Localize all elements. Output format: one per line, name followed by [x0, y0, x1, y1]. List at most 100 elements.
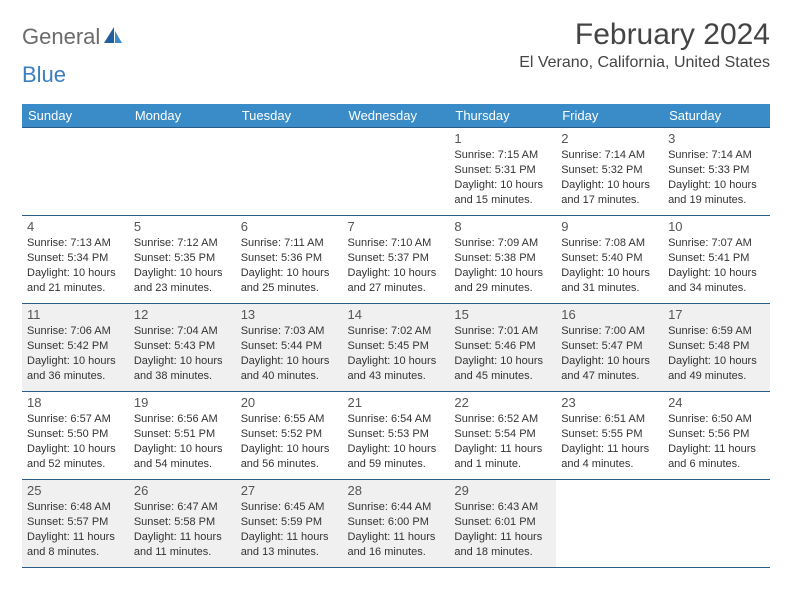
sunset-text: Sunset: 5:53 PM	[348, 427, 445, 442]
day-header: Tuesday	[236, 104, 343, 128]
day-number: 26	[134, 483, 231, 498]
sunset-text: Sunset: 5:52 PM	[241, 427, 338, 442]
sunrise-text: Sunrise: 6:43 AM	[454, 500, 551, 515]
daylight-text: Daylight: 10 hours and 47 minutes.	[561, 354, 658, 384]
calendar-body: 1Sunrise: 7:15 AMSunset: 5:31 PMDaylight…	[22, 128, 770, 568]
calendar-cell: 4Sunrise: 7:13 AMSunset: 5:34 PMDaylight…	[22, 216, 129, 304]
calendar-cell: 7Sunrise: 7:10 AMSunset: 5:37 PMDaylight…	[343, 216, 450, 304]
day-number: 3	[668, 131, 765, 146]
daylight-text: Daylight: 10 hours and 49 minutes.	[668, 354, 765, 384]
calendar-cell: 29Sunrise: 6:43 AMSunset: 6:01 PMDayligh…	[449, 480, 556, 568]
day-number: 22	[454, 395, 551, 410]
calendar-cell: 12Sunrise: 7:04 AMSunset: 5:43 PMDayligh…	[129, 304, 236, 392]
daylight-text: Daylight: 10 hours and 31 minutes.	[561, 266, 658, 296]
day-number: 7	[348, 219, 445, 234]
calendar-table: Sunday Monday Tuesday Wednesday Thursday…	[22, 104, 770, 568]
sunset-text: Sunset: 5:42 PM	[27, 339, 124, 354]
daylight-text: Daylight: 10 hours and 36 minutes.	[27, 354, 124, 384]
sunrise-text: Sunrise: 6:56 AM	[134, 412, 231, 427]
daylight-text: Daylight: 10 hours and 23 minutes.	[134, 266, 231, 296]
calendar-cell: 2Sunrise: 7:14 AMSunset: 5:32 PMDaylight…	[556, 128, 663, 216]
sunrise-text: Sunrise: 7:15 AM	[454, 148, 551, 163]
daylight-text: Daylight: 11 hours and 6 minutes.	[668, 442, 765, 472]
daylight-text: Daylight: 11 hours and 11 minutes.	[134, 530, 231, 560]
calendar-cell	[663, 480, 770, 568]
day-number: 1	[454, 131, 551, 146]
sunset-text: Sunset: 5:37 PM	[348, 251, 445, 266]
calendar-cell: 14Sunrise: 7:02 AMSunset: 5:45 PMDayligh…	[343, 304, 450, 392]
sunset-text: Sunset: 6:01 PM	[454, 515, 551, 530]
sunset-text: Sunset: 5:57 PM	[27, 515, 124, 530]
calendar-cell	[129, 128, 236, 216]
sunset-text: Sunset: 5:41 PM	[668, 251, 765, 266]
daylight-text: Daylight: 11 hours and 13 minutes.	[241, 530, 338, 560]
calendar-cell: 17 Sunrise: 6:59 AMSunset: 5:48 PMDayligh…	[663, 304, 770, 392]
sunset-text: Sunset: 5:34 PM	[27, 251, 124, 266]
sunset-text: Sunset: 5:31 PM	[454, 163, 551, 178]
calendar-cell: 16Sunrise: 7:00 AMSunset: 5:47 PMDayligh…	[556, 304, 663, 392]
daylight-text: Daylight: 10 hours and 59 minutes.	[348, 442, 445, 472]
sunrise-text: Sunrise: 7:13 AM	[27, 236, 124, 251]
calendar-cell: 6Sunrise: 7:11 AMSunset: 5:36 PMDaylight…	[236, 216, 343, 304]
daylight-text: Daylight: 10 hours and 45 minutes.	[454, 354, 551, 384]
sunset-text: Sunset: 5:54 PM	[454, 427, 551, 442]
daylight-text: Daylight: 10 hours and 38 minutes.	[134, 354, 231, 384]
calendar-cell: 27Sunrise: 6:45 AMSunset: 5:59 PMDayligh…	[236, 480, 343, 568]
day-number: 16	[561, 307, 658, 322]
sunrise-text: Sunrise: 7:00 AM	[561, 324, 658, 339]
daylight-text: Daylight: 10 hours and 17 minutes.	[561, 178, 658, 208]
sunset-text: Sunset: 5:46 PM	[454, 339, 551, 354]
sunrise-text: Sunrise: 7:10 AM	[348, 236, 445, 251]
sunrise-text: Sunrise: 7:08 AM	[561, 236, 658, 251]
sunrise-text: Sunrise: 6:50 AM	[668, 412, 765, 427]
day-number: 27	[241, 483, 338, 498]
sunrise-text: Sunrise: 7:01 AM	[454, 324, 551, 339]
calendar-cell: 21Sunrise: 6:54 AMSunset: 5:53 PMDayligh…	[343, 392, 450, 480]
calendar-cell: 28Sunrise: 6:44 AMSunset: 6:00 PMDayligh…	[343, 480, 450, 568]
daylight-text: Daylight: 10 hours and 29 minutes.	[454, 266, 551, 296]
sunset-text: Sunset: 5:33 PM	[668, 163, 765, 178]
day-number: 25	[27, 483, 124, 498]
calendar-cell: 18Sunrise: 6:57 AMSunset: 5:50 PMDayligh…	[22, 392, 129, 480]
calendar-cell	[22, 128, 129, 216]
sunrise-text: Sunrise: 6:59 AM	[668, 324, 765, 339]
day-number: 11	[27, 307, 124, 322]
sunset-text: Sunset: 5:40 PM	[561, 251, 658, 266]
calendar-cell: 11Sunrise: 7:06 AMSunset: 5:42 PMDayligh…	[22, 304, 129, 392]
calendar-cell: 1 Sunrise: 7:15 AMSunset: 5:31 PMDaylight…	[449, 128, 556, 216]
sunrise-text: Sunrise: 6:48 AM	[27, 500, 124, 515]
sunrise-text: Sunrise: 7:09 AM	[454, 236, 551, 251]
calendar-row: 4Sunrise: 7:13 AMSunset: 5:34 PMDaylight…	[22, 216, 770, 304]
day-number: 6	[241, 219, 338, 234]
calendar-cell: 25Sunrise: 6:48 AMSunset: 5:57 PMDayligh…	[22, 480, 129, 568]
day-header: Sunday	[22, 104, 129, 128]
day-number: 8	[454, 219, 551, 234]
sunset-text: Sunset: 5:51 PM	[134, 427, 231, 442]
day-number: 17	[668, 307, 765, 322]
sunrise-text: Sunrise: 6:52 AM	[454, 412, 551, 427]
day-number: 28	[348, 483, 445, 498]
calendar-cell: 26Sunrise: 6:47 AMSunset: 5:58 PMDayligh…	[129, 480, 236, 568]
day-number: 9	[561, 219, 658, 234]
calendar-cell: 8 Sunrise: 7:09 AMSunset: 5:38 PMDaylight…	[449, 216, 556, 304]
day-number: 14	[348, 307, 445, 322]
sunrise-text: Sunrise: 6:45 AM	[241, 500, 338, 515]
daylight-text: Daylight: 11 hours and 1 minute.	[454, 442, 551, 472]
sunset-text: Sunset: 5:32 PM	[561, 163, 658, 178]
sunset-text: Sunset: 5:38 PM	[454, 251, 551, 266]
calendar-row: 18Sunrise: 6:57 AMSunset: 5:50 PMDayligh…	[22, 392, 770, 480]
daylight-text: Daylight: 10 hours and 15 minutes.	[454, 178, 551, 208]
sunrise-text: Sunrise: 7:11 AM	[241, 236, 338, 251]
daylight-text: Daylight: 10 hours and 34 minutes.	[668, 266, 765, 296]
day-number: 5	[134, 219, 231, 234]
calendar-cell: 9 Sunrise: 7:08 AMSunset: 5:40 PMDaylight…	[556, 216, 663, 304]
calendar-cell	[556, 480, 663, 568]
sunrise-text: Sunrise: 6:54 AM	[348, 412, 445, 427]
day-number: 23	[561, 395, 658, 410]
logo: General	[22, 18, 126, 50]
day-number: 24	[668, 395, 765, 410]
sunrise-text: Sunrise: 6:55 AM	[241, 412, 338, 427]
sunrise-text: Sunrise: 7:14 AM	[561, 148, 658, 163]
sunrise-text: Sunrise: 6:51 AM	[561, 412, 658, 427]
sunset-text: Sunset: 5:48 PM	[668, 339, 765, 354]
